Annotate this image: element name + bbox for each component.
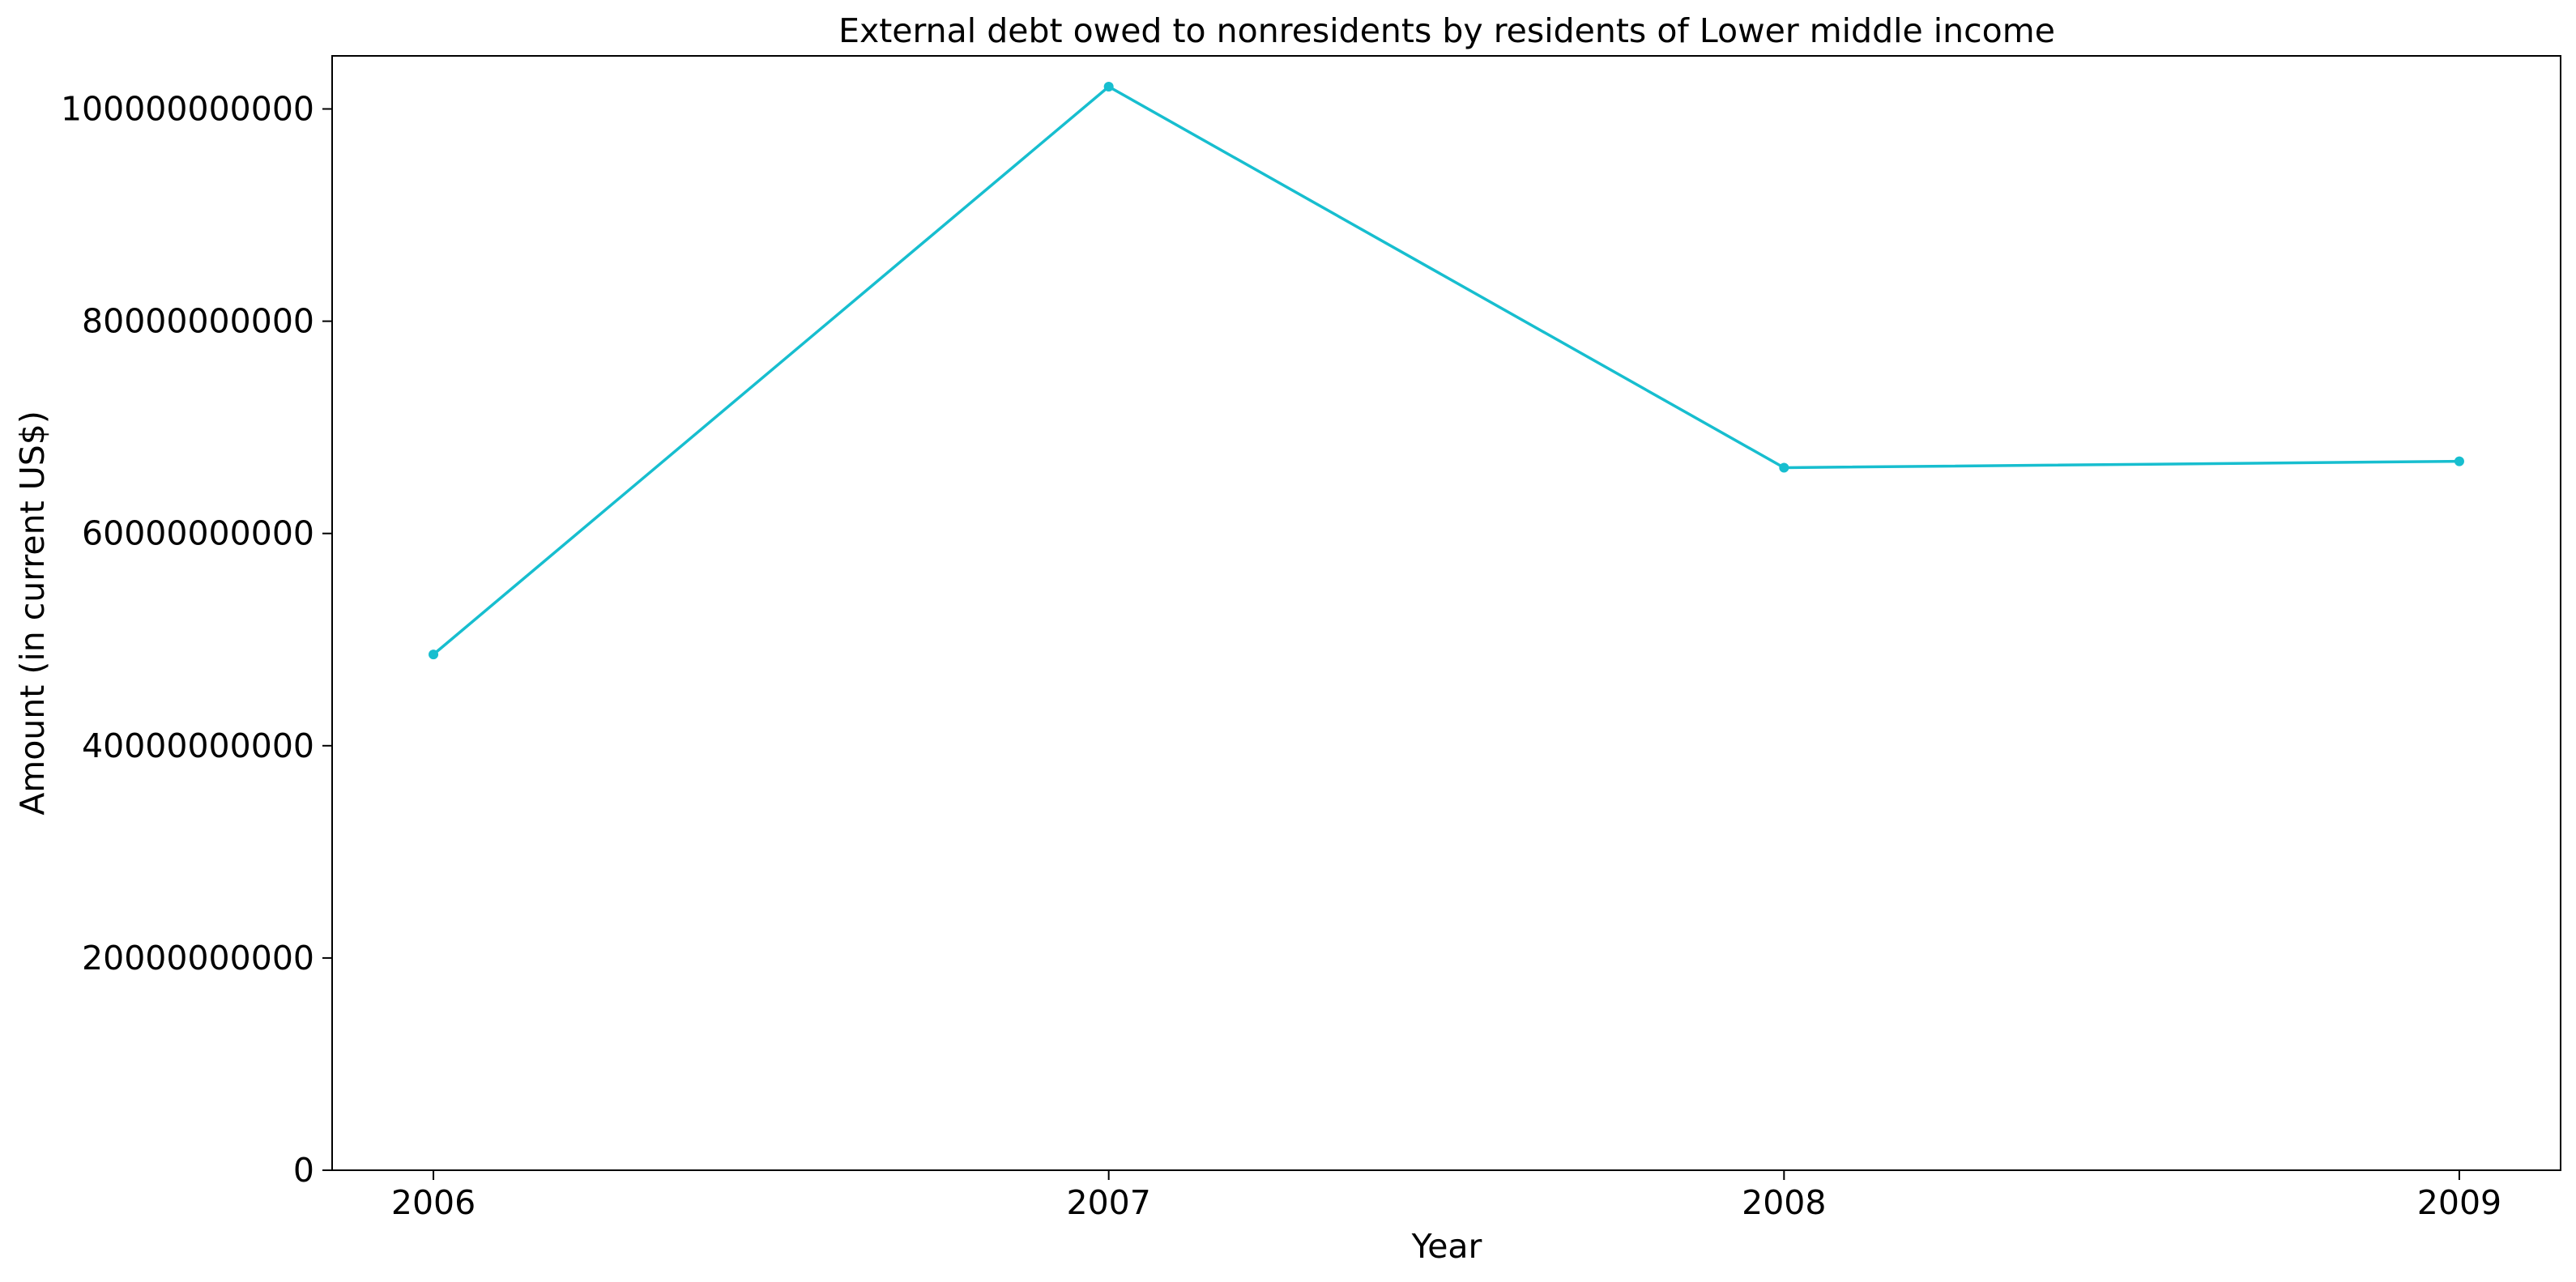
x-axis-ticks: 2006 2007 2008 2009	[391, 1170, 2501, 1222]
y-axis-ticks: 0 20000000000 40000000000 60000000000 800000…	[61, 90, 332, 1190]
x-tick-label: 2009	[2417, 1183, 2501, 1222]
y-tick-label: 20000000000	[82, 939, 314, 977]
y-tick-label: 60000000000	[82, 514, 314, 553]
y-tick-label: 100000000000	[61, 90, 314, 129]
data-point	[1103, 82, 1114, 92]
x-tick-label: 2007	[1067, 1183, 1151, 1222]
plot-area	[331, 55, 2561, 1171]
y-axis-label: Amount (in current US$)	[13, 411, 52, 816]
x-tick-label: 2006	[391, 1183, 476, 1222]
x-tick-label: 2008	[1742, 1183, 1826, 1222]
x-axis-label: Year	[1411, 1227, 1482, 1266]
y-tick-label: 0	[293, 1151, 314, 1190]
plot-frame	[331, 55, 2561, 1171]
data-point	[1779, 462, 1789, 473]
data-point	[2454, 456, 2464, 466]
series-line	[432, 85, 2459, 656]
chart-title: External debt owed to nonresidents by re…	[838, 11, 2055, 50]
data-point	[429, 650, 439, 660]
y-tick-label: 40000000000	[82, 726, 314, 765]
series-layer	[429, 82, 2464, 660]
y-tick-label: 80000000000	[82, 302, 314, 341]
